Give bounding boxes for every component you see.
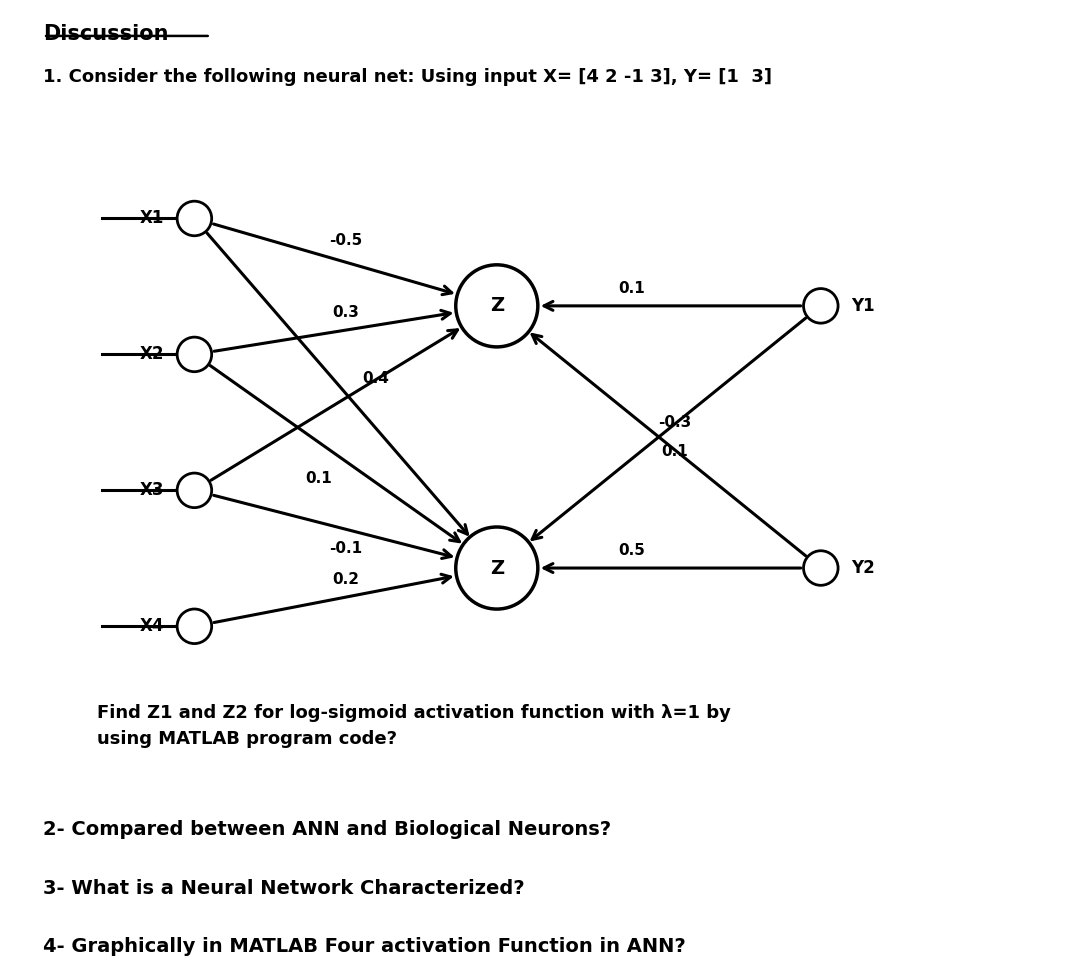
Ellipse shape — [804, 288, 838, 323]
Text: 0.4: 0.4 — [363, 371, 389, 386]
Text: 3- What is a Neural Network Characterized?: 3- What is a Neural Network Characterize… — [43, 879, 525, 898]
Ellipse shape — [177, 609, 212, 644]
Text: 0.3: 0.3 — [333, 305, 359, 320]
Ellipse shape — [177, 337, 212, 372]
Ellipse shape — [456, 527, 538, 609]
Ellipse shape — [177, 473, 212, 508]
Text: 0.1: 0.1 — [662, 444, 688, 459]
Text: 0.2: 0.2 — [333, 572, 359, 587]
Text: Z: Z — [489, 296, 504, 316]
Text: Y2: Y2 — [851, 559, 875, 577]
Text: -0.1: -0.1 — [329, 541, 362, 556]
Text: 0.1: 0.1 — [306, 471, 332, 486]
Text: -0.3: -0.3 — [659, 415, 691, 430]
Text: Discussion: Discussion — [43, 24, 168, 45]
Text: Y1: Y1 — [851, 297, 875, 315]
Ellipse shape — [804, 551, 838, 586]
Ellipse shape — [456, 265, 538, 347]
Text: 4- Graphically in MATLAB Four activation Function in ANN?: 4- Graphically in MATLAB Four activation… — [43, 937, 686, 956]
Text: 0.5: 0.5 — [619, 543, 645, 558]
Text: X3: X3 — [139, 482, 164, 499]
Ellipse shape — [177, 201, 212, 236]
Text: X4: X4 — [139, 618, 164, 635]
Text: 2- Compared between ANN and Biological Neurons?: 2- Compared between ANN and Biological N… — [43, 820, 611, 840]
Text: X2: X2 — [139, 346, 164, 363]
Text: Z: Z — [489, 558, 504, 578]
Text: -0.5: -0.5 — [329, 233, 362, 249]
Text: X1: X1 — [139, 210, 164, 227]
Text: 0.1: 0.1 — [619, 281, 645, 296]
Text: Find Z1 and Z2 for log-sigmoid activation function with λ=1 by
using MATLAB prog: Find Z1 and Z2 for log-sigmoid activatio… — [97, 704, 731, 749]
Text: 1. Consider the following neural net: Using input X= [4 2 -1 3], Y= [1  3]: 1. Consider the following neural net: Us… — [43, 68, 772, 86]
